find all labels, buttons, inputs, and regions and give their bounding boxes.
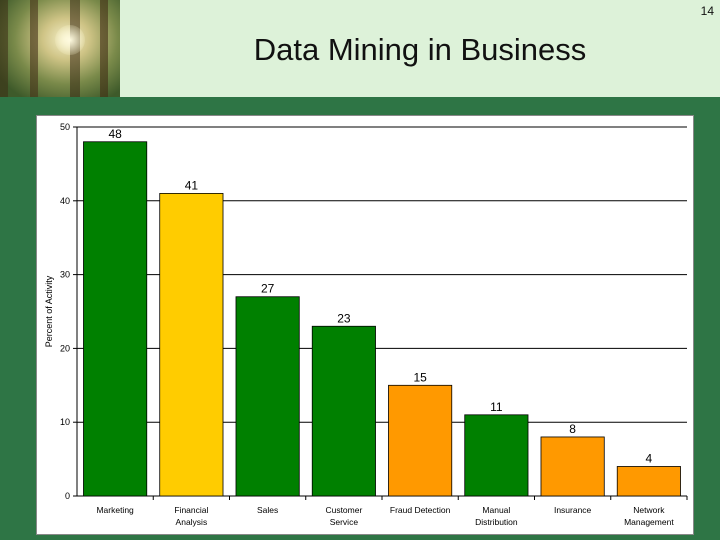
- bar: [464, 414, 529, 497]
- x-tick-label: Manual: [482, 505, 510, 515]
- title-bar: 14 Data Mining in Business: [0, 0, 720, 97]
- forest-photo: [0, 0, 120, 97]
- page-title: Data Mining in Business: [253, 32, 587, 67]
- x-tick-label: Management: [624, 517, 674, 527]
- x-tick-label: Service: [330, 517, 359, 527]
- y-tick-label: 10: [60, 417, 70, 427]
- y-tick-label: 0: [65, 491, 70, 501]
- bar: [388, 384, 453, 497]
- data-label: 8: [569, 422, 576, 436]
- bar: [235, 296, 300, 497]
- data-label: 48: [108, 127, 122, 141]
- x-tick-label: Fraud Detection: [390, 505, 451, 515]
- data-label: 15: [413, 370, 427, 384]
- page-number: 14: [700, 4, 714, 18]
- x-tick-label: Sales: [257, 505, 278, 515]
- data-label: 41: [185, 178, 199, 192]
- data-label: 4: [646, 451, 653, 465]
- bar: [540, 436, 605, 497]
- bar: [159, 193, 224, 497]
- x-tick-label: Distribution: [475, 517, 518, 527]
- y-tick-label: 20: [60, 343, 70, 353]
- bar: [616, 466, 681, 497]
- x-tick-label: Marketing: [96, 505, 134, 515]
- bar: [311, 325, 376, 497]
- y-tick-label: 30: [60, 270, 70, 280]
- bar: [83, 141, 148, 497]
- x-tick-label: Insurance: [554, 505, 592, 515]
- x-tick-label: Analysis: [176, 517, 208, 527]
- x-tick-label: Network: [633, 505, 665, 515]
- data-label: 27: [261, 282, 275, 296]
- x-tick-label: Customer: [325, 505, 362, 515]
- y-tick-label: 50: [60, 122, 70, 132]
- y-tick-label: 40: [60, 196, 70, 206]
- data-label: 11: [490, 400, 503, 414]
- y-axis-label: Percent of Activity: [44, 275, 54, 347]
- x-tick-label: Financial: [174, 505, 208, 515]
- data-label: 23: [337, 311, 351, 325]
